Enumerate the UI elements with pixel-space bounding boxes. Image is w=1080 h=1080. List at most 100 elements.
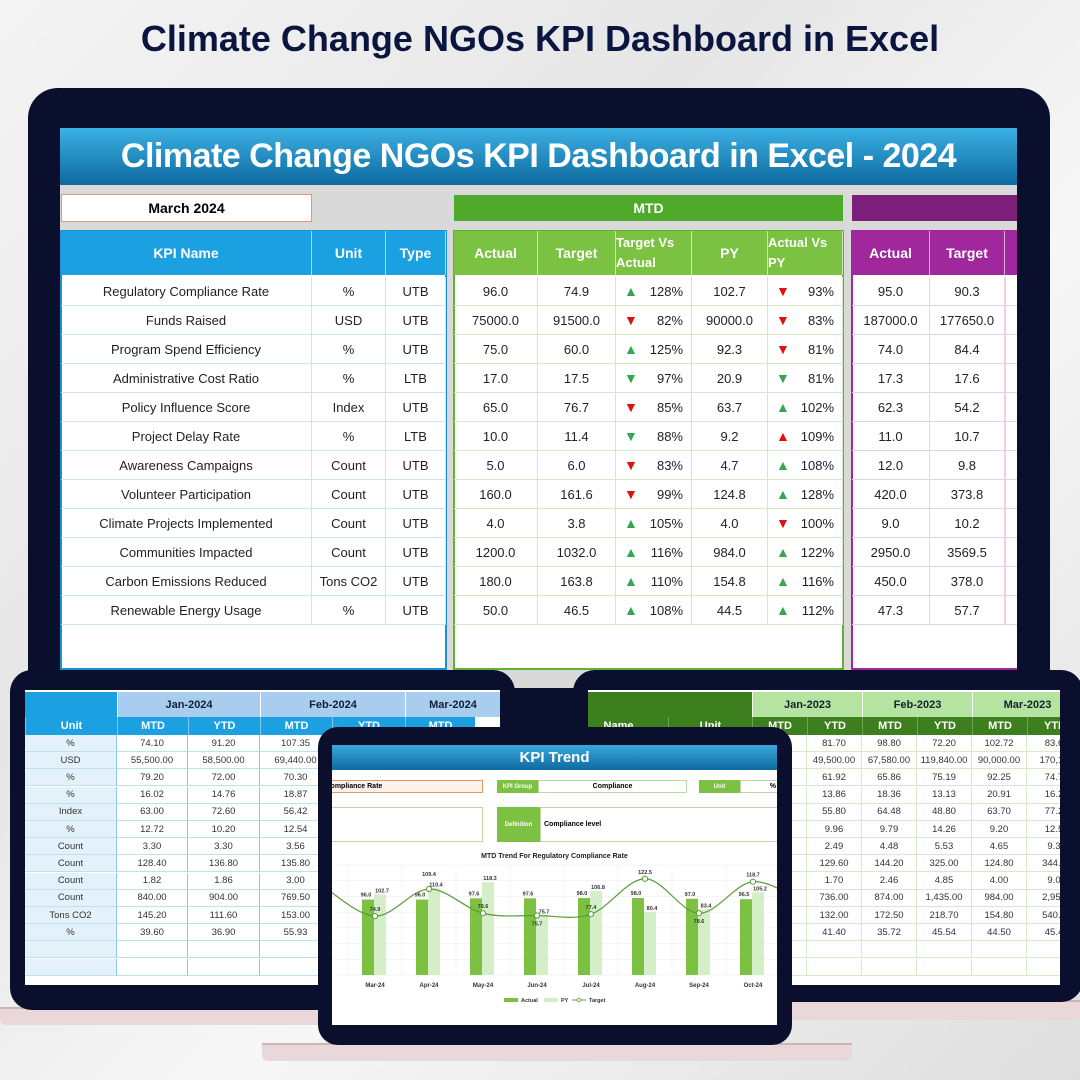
bar-actual: [686, 898, 698, 975]
bar-actual: [632, 898, 644, 975]
cell-ytd-target: 9.8: [930, 451, 1005, 480]
bar-actual: [362, 899, 374, 975]
sheet-cell: [862, 941, 917, 959]
cell-actual: 160.0: [454, 480, 538, 509]
definition-value: Compliance level: [540, 807, 777, 842]
column-header-ytd-target[interactable]: Target: [930, 231, 1005, 275]
column-header-tva[interactable]: Target Vs Actual: [616, 231, 692, 275]
cell-clipped: [1005, 306, 1017, 335]
cell-ytd-actual: 187000.0: [852, 306, 930, 335]
cell-target: 17.5: [538, 364, 616, 393]
column-header-target[interactable]: Target: [538, 231, 616, 275]
sheet-cell: 1.82: [117, 872, 188, 890]
cell-unit: %: [312, 335, 386, 364]
column-header-py[interactable]: PY: [692, 231, 768, 275]
percent-value: 108%: [800, 457, 834, 473]
cell-tva: ▼ 85%: [616, 393, 692, 422]
sheet-cell: 4.85: [917, 872, 972, 890]
definition-label: Definition: [497, 807, 540, 842]
column-header-type[interactable]: Type: [386, 231, 446, 275]
label-actual: 96.0: [415, 893, 426, 899]
cell-avpy: ▲ 116%: [768, 567, 843, 596]
sheet-cell: Count: [25, 889, 117, 907]
label-target: 118.7: [746, 873, 759, 879]
percent-value: 128%: [649, 283, 683, 299]
sheet-cell: 16.02: [117, 786, 188, 804]
percent-value: 99%: [656, 486, 683, 502]
cell-unit: Count: [312, 480, 386, 509]
cell-tva: ▼ 83%: [616, 451, 692, 480]
cell-clipped: [1005, 538, 1017, 567]
sheet-cell: 72.60: [188, 803, 260, 821]
percent-value: 83%: [656, 457, 683, 473]
cell-target: 6.0: [538, 451, 616, 480]
column-header-unit[interactable]: Unit: [312, 231, 386, 275]
x-tick-label: Aug-24: [635, 983, 656, 989]
bar-py: [752, 892, 764, 975]
column-header-actual[interactable]: Actual: [454, 231, 538, 275]
percent-value: 110%: [650, 573, 683, 589]
header-blank: [588, 692, 752, 717]
sheet-cell: 63.00: [117, 803, 188, 821]
arrow-up-icon: ▲: [776, 602, 790, 618]
label-py: 118.3: [483, 876, 496, 882]
cell-avpy: ▼ 83%: [768, 306, 843, 335]
column-header-x[interactable]: [1005, 231, 1017, 275]
percent-value: 102%: [800, 399, 834, 415]
cell-kpi: Climate Projects Implemented: [61, 509, 312, 538]
cell-type: LTB: [386, 364, 446, 393]
mtd-section-header: MTD: [454, 195, 843, 221]
column-header-ytd-actual[interactable]: Actual: [852, 231, 930, 275]
x-tick-label: Mar-24: [365, 983, 385, 989]
cell-py: 4.7: [692, 451, 768, 480]
cell-tva: ▼ 97%: [616, 364, 692, 393]
subheader-ytd: YTD: [1027, 717, 1060, 735]
kpi-name-selector[interactable]: Regulatory Compliance Rate: [332, 780, 483, 793]
sheet-cell: 92.25: [972, 769, 1027, 787]
cell-type: UTB: [386, 596, 446, 625]
sheet-cell: 36.90: [188, 924, 260, 942]
column-header-kpi[interactable]: KPI Name: [61, 231, 312, 275]
cell-py: 4.0: [692, 509, 768, 538]
bar-actual: [524, 898, 536, 975]
sheet-cell: 74.10: [117, 735, 188, 752]
arrow-down-icon: ▼: [776, 370, 790, 386]
month-selector[interactable]: March 2024: [61, 194, 312, 222]
cell-unit: %: [312, 596, 386, 625]
cell-clipped: [1005, 422, 1017, 451]
arrow-up-icon: ▲: [776, 486, 790, 502]
cell-kpi: Policy Influence Score: [61, 393, 312, 422]
sheet-cell: 132.00: [807, 907, 862, 924]
label-actual: 97.6: [523, 891, 534, 897]
cell-unit: Count: [312, 509, 386, 538]
sheet-cell: 9.0: [1027, 873, 1060, 890]
label-target: 78.6: [694, 919, 705, 925]
cell-kpi: Project Delay Rate: [61, 422, 312, 451]
month-header: Feb-2023: [862, 692, 972, 717]
cell-target: 60.0: [538, 335, 616, 364]
cell-tva: ▼ 82%: [616, 306, 692, 335]
sheet-cell: 170,17: [1027, 752, 1060, 770]
cell-type: UTB: [386, 451, 446, 480]
cell-unit: Count: [312, 538, 386, 567]
cell-ytd-actual: 12.0: [852, 451, 930, 480]
cell-type: UTB: [386, 335, 446, 364]
cell-actual: 50.0: [454, 596, 538, 625]
cell-ytd-target: 373.8: [930, 480, 1005, 509]
label-py: 80.4: [647, 906, 659, 912]
cell-ytd-target: 10.2: [930, 509, 1005, 538]
target-line: [332, 878, 777, 918]
bar-py: [482, 882, 494, 975]
cell-ytd-actual: 17.3: [852, 364, 930, 393]
percent-value: 122%: [800, 544, 834, 560]
cell-actual: 75000.0: [454, 306, 538, 335]
cell-py: 102.7: [692, 277, 768, 306]
arrow-up-icon: ▲: [776, 544, 790, 560]
unit-label: Unit: [699, 780, 740, 793]
column-header-avpy[interactable]: Actual Vs PY: [768, 231, 843, 275]
sheet-cell: 48.80: [917, 803, 972, 821]
sheet-cell: 49,500.00: [807, 752, 862, 770]
sheet-cell: 124.80: [972, 855, 1027, 873]
target-point: [749, 878, 757, 885]
legend-py-swatch: [544, 998, 558, 1002]
